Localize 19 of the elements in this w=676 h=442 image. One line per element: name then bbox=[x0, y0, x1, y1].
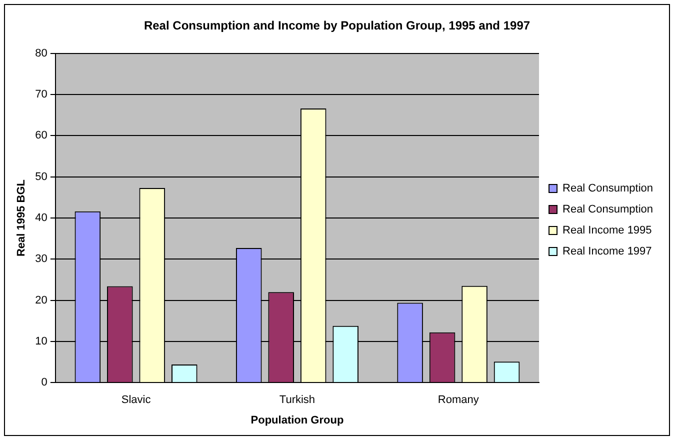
y-tick-label: 0 bbox=[41, 376, 48, 389]
y-tick-label: 10 bbox=[35, 335, 48, 348]
y-tick-label: 50 bbox=[35, 170, 48, 183]
legend-label: Real Consumption bbox=[562, 182, 654, 195]
x-tick-label: Turkish bbox=[279, 394, 316, 406]
x-tick-label: Slavic bbox=[121, 394, 152, 406]
y-tick-label: 30 bbox=[35, 253, 48, 266]
y-tick-label: 40 bbox=[35, 212, 48, 224]
y-tick-label: 20 bbox=[35, 294, 48, 306]
legend-label: Real Income 1997 bbox=[562, 246, 652, 258]
y-tick-label: 60 bbox=[35, 130, 48, 142]
chart-title: Real Consumption and Income by Population Group, 1995 and 1997 bbox=[144, 18, 530, 33]
y-axis-title: Real 1995 BGL bbox=[16, 179, 28, 257]
y-tick-label: 80 bbox=[35, 47, 48, 60]
legend-label: Real Consumption bbox=[562, 204, 654, 216]
x-axis-title: Population Group bbox=[250, 414, 344, 426]
y-tick-label: 70 bbox=[35, 88, 48, 101]
legend-label: Real Income 1995 bbox=[562, 224, 652, 237]
x-tick-label: Romany bbox=[438, 394, 480, 406]
